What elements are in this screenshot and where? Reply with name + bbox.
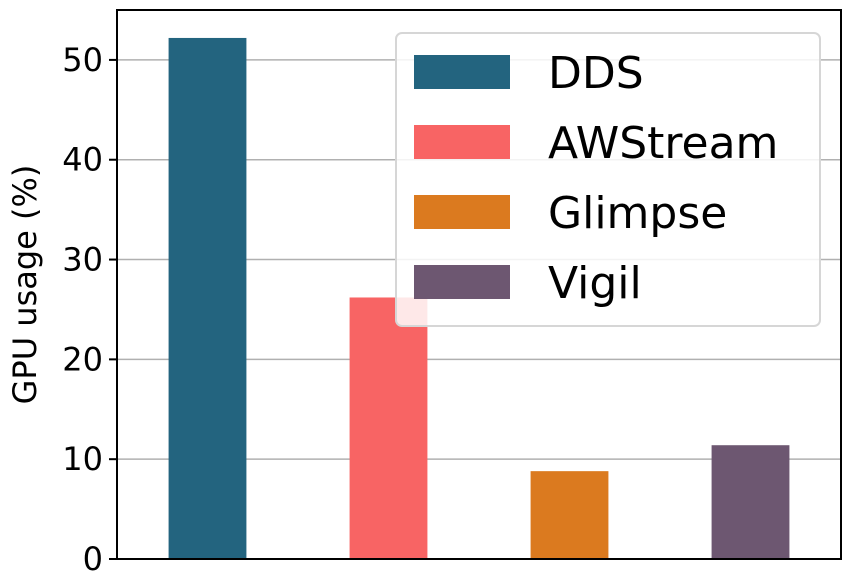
bar-glimpse: [530, 471, 609, 559]
legend-label-dds: DDS: [548, 48, 644, 99]
y-axis-label: GPU usage (%): [6, 165, 44, 405]
legend-box: [395, 32, 821, 327]
legend-swatch-glimpse: [414, 195, 510, 229]
y-tick-label: 40: [62, 141, 103, 179]
y-tick-label: 10: [62, 440, 103, 478]
bar-vigil: [711, 445, 790, 559]
y-tick-label: 20: [62, 340, 103, 378]
y-tick-label: 0: [83, 540, 103, 578]
legend: DDS AWStream Glimpse Vigil: [395, 32, 821, 327]
legend-swatch-awstream: [414, 125, 510, 159]
bar-awstream: [349, 297, 428, 559]
y-axis-ticks: 0 10 20 30 40 50: [62, 41, 117, 578]
y-tick-label: 50: [62, 41, 103, 79]
plot-frame: [116, 9, 842, 560]
bars: [168, 37, 790, 559]
legend-label-vigil: Vigil: [548, 258, 642, 309]
legend-swatch-dds: [414, 55, 510, 89]
legend-swatch-vigil: [414, 265, 510, 299]
y-tick-label: 30: [62, 241, 103, 279]
bar-dds: [168, 37, 247, 559]
legend-label-glimpse: Glimpse: [548, 188, 727, 239]
legend-label-awstream: AWStream: [548, 118, 778, 169]
